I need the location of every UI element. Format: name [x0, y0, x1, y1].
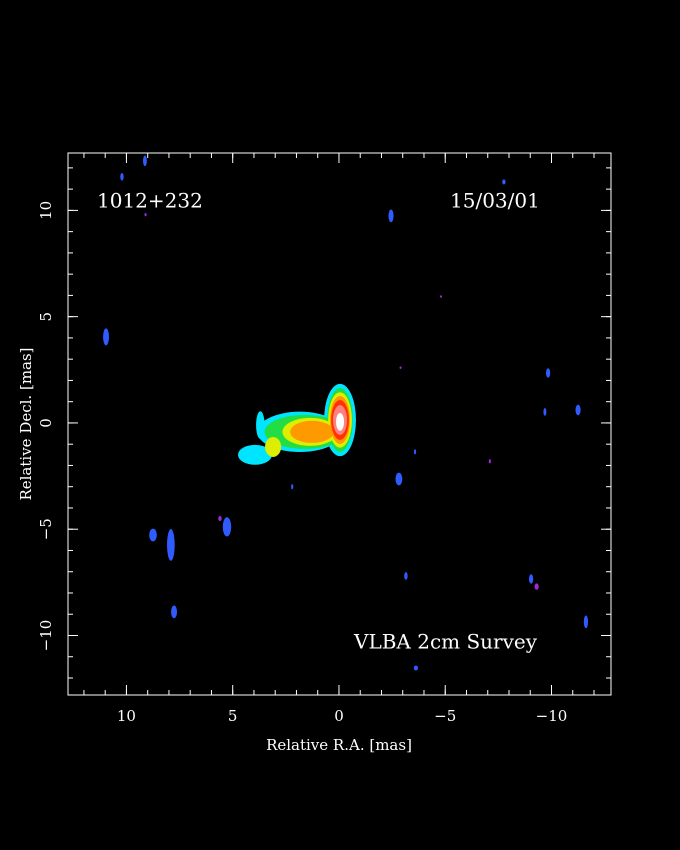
- emission-blob: [256, 411, 265, 439]
- emission-blob: [144, 212, 147, 217]
- emission-blob: [218, 516, 222, 522]
- emission-blob: [291, 484, 294, 490]
- image: [103, 155, 589, 671]
- emission-blob: [265, 436, 282, 457]
- x-axis-label: Relative R.A. [mas]: [266, 736, 412, 754]
- emission-blob: [413, 665, 419, 671]
- emission-blob: [439, 295, 443, 298]
- emission-blob: [238, 444, 273, 465]
- emission-blob: [171, 605, 178, 619]
- emission-blob: [545, 368, 551, 378]
- emission-blob: [413, 449, 417, 455]
- emission-blob: [534, 583, 539, 590]
- emission-blob: [543, 408, 547, 416]
- y-tick-label: 5: [37, 312, 55, 322]
- x-tick-label: 10: [117, 707, 136, 725]
- frame: [67, 152, 612, 696]
- x-tick-label: 5: [228, 707, 238, 725]
- emission-blob: [120, 172, 124, 181]
- survey-label: VLBA 2cm Survey: [353, 630, 538, 654]
- emission-blob: [167, 528, 175, 561]
- emission-blob: [583, 615, 589, 629]
- emission-blob: [528, 574, 534, 584]
- emission-blob: [502, 179, 506, 185]
- y-tick-label: −10: [37, 620, 55, 652]
- emission-blob: [399, 366, 402, 369]
- emission-blob: [335, 412, 345, 431]
- y-tick-label: −5: [37, 518, 55, 540]
- source-name: 1012+232: [97, 189, 203, 213]
- y-tick-label: 0: [37, 418, 55, 428]
- emission-blob: [395, 472, 403, 486]
- x-tick-label: −10: [536, 707, 568, 725]
- emission-blob: [488, 459, 491, 464]
- emission-blob: [575, 404, 581, 416]
- emission-blob: [388, 209, 394, 223]
- y-axis-label: Relative Decl. [mas]: [17, 347, 35, 500]
- emission-blob: [290, 420, 334, 443]
- epoch: 15/03/01: [450, 189, 540, 213]
- y-tick-label: 10: [37, 201, 55, 220]
- emission-blob: [143, 155, 147, 167]
- emission-blob: [404, 572, 408, 580]
- x-tick-label: −5: [434, 707, 456, 725]
- emission-blob: [222, 517, 232, 537]
- x-tick-label: 0: [334, 707, 344, 725]
- emission-blob: [103, 328, 110, 346]
- emission-blob: [149, 528, 157, 542]
